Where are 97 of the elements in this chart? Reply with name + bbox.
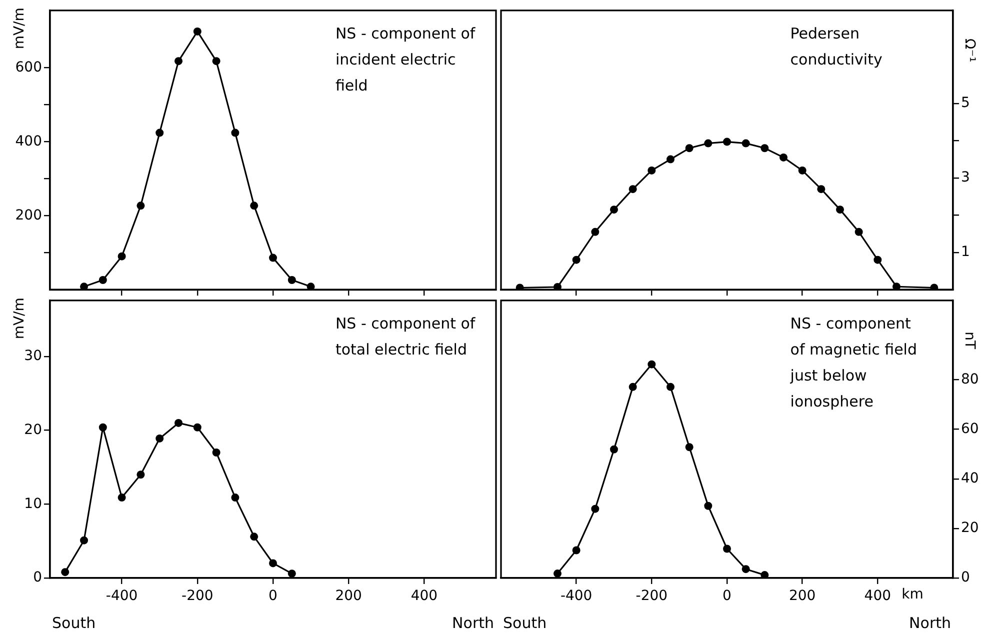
y-tick-label: 200 [15, 207, 42, 224]
point [685, 443, 694, 452]
point [723, 138, 731, 146]
y-tick-label: 10 [24, 496, 42, 512]
y-axis-title: mV/m [12, 298, 28, 340]
point [742, 565, 750, 574]
point [704, 502, 712, 510]
y2-tick-label: 60 [961, 420, 979, 437]
point [704, 139, 712, 148]
text: South [503, 614, 547, 632]
annotation: NS - component of total electric field [335, 314, 476, 358]
point [193, 423, 202, 432]
x-tick-label: 0 [268, 588, 278, 604]
y2-tick-label: 80 [961, 371, 979, 388]
y2-axis-title: Ω⁻¹ [961, 38, 978, 62]
point [306, 282, 315, 290]
point [572, 546, 580, 554]
x-tick-label: -200 [182, 588, 214, 604]
text: South [52, 614, 96, 632]
y2-tick-label: 3 [961, 170, 970, 186]
point [118, 252, 126, 260]
x-tick-label: 200 [335, 588, 362, 604]
point [174, 418, 183, 427]
y-axis-title: mV/m [12, 8, 28, 50]
point [193, 27, 202, 36]
point [760, 571, 769, 578]
point [156, 434, 164, 442]
point [269, 254, 277, 262]
point [80, 282, 88, 290]
point [572, 256, 580, 264]
y-tick-label: 600 [15, 59, 42, 76]
point [98, 276, 107, 284]
point [854, 228, 863, 236]
point [628, 382, 637, 391]
point [610, 206, 618, 214]
point [591, 504, 600, 513]
point [156, 128, 164, 137]
x-tick-label: 200 [788, 588, 816, 604]
point [648, 360, 656, 368]
annotation: NS - component of incident electric field [335, 24, 476, 94]
y2-tick-label: 0 [961, 570, 970, 586]
point [212, 57, 220, 66]
point [250, 202, 258, 210]
y2-tick-label: 1 [961, 244, 970, 260]
y2-tick-label: 40 [961, 470, 979, 486]
point [742, 139, 750, 148]
point [61, 568, 70, 576]
point [118, 494, 126, 502]
text: North [452, 614, 494, 632]
x-tick-label: 400 [410, 588, 438, 604]
y-tick-label: 20 [24, 422, 42, 438]
point [648, 166, 656, 174]
x-tick-label: -200 [636, 588, 668, 604]
y2-tick-label: 20 [961, 520, 979, 536]
point [610, 445, 618, 454]
point [874, 256, 882, 264]
point [231, 494, 240, 502]
point [288, 570, 296, 578]
y-tick-label: 400 [15, 133, 42, 150]
point [554, 282, 562, 290]
point [136, 202, 145, 210]
y-tick-label: 0 [33, 570, 42, 586]
point [516, 284, 524, 290]
point [760, 144, 769, 152]
x-tick-label: 400 [864, 588, 892, 604]
point [80, 536, 88, 544]
point [136, 470, 145, 479]
point [685, 144, 694, 152]
x-axis-title: km [902, 586, 924, 603]
point [231, 128, 240, 137]
text: North [909, 614, 951, 632]
point [98, 423, 107, 432]
x-tick-label: 0 [722, 588, 732, 604]
point [666, 382, 674, 391]
point [723, 544, 731, 553]
point [212, 448, 220, 456]
point [269, 559, 277, 568]
point [892, 282, 900, 290]
annotation: NS - component of magnetic field just below ionosphere [789, 314, 917, 410]
point [798, 166, 806, 174]
point [288, 276, 296, 284]
point [250, 532, 258, 541]
y-tick-label: 30 [24, 348, 42, 364]
point [817, 185, 826, 194]
point [628, 185, 637, 194]
point [591, 228, 600, 236]
point [174, 57, 183, 66]
point [554, 570, 562, 578]
x-tick-label: -400 [106, 588, 138, 604]
point [930, 284, 938, 290]
point [836, 206, 844, 214]
point [780, 153, 788, 162]
y2-axis-title: nT [961, 332, 978, 350]
x-tick-label: -400 [560, 588, 592, 604]
y2-tick-label: 5 [961, 95, 970, 112]
point [666, 155, 674, 164]
annotation: Pedersen conductivity [790, 24, 882, 68]
